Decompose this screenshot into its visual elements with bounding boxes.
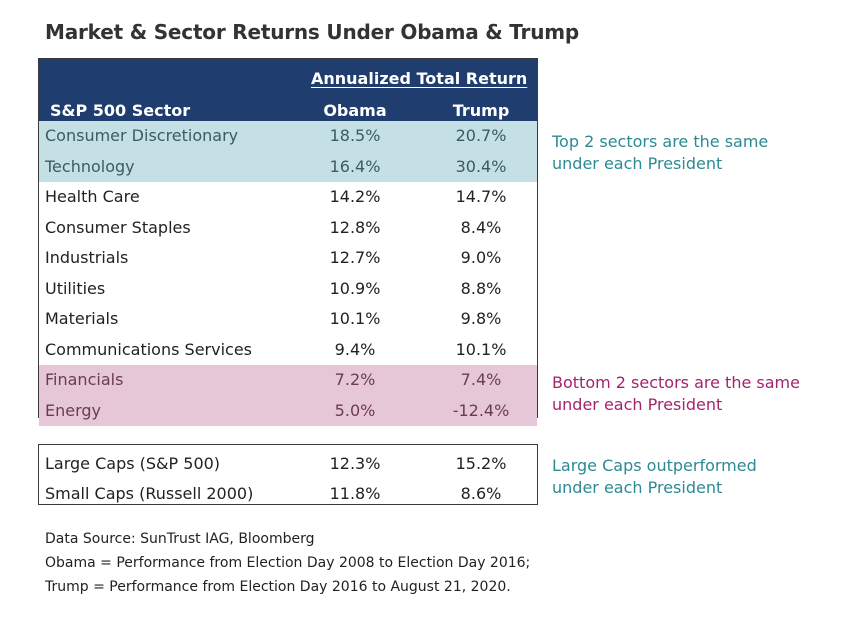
sector-name: Consumer Discretionary xyxy=(45,126,239,145)
table-row: Communications Services 9.4% 10.1% xyxy=(39,335,537,366)
note-bottom-sectors: Bottom 2 sectors are the same under each… xyxy=(552,372,832,416)
note-top-line2: under each President xyxy=(552,154,723,173)
obama-value: 10.9% xyxy=(329,278,381,298)
table-row: Technology 16.4% 30.4% xyxy=(39,151,537,182)
obama-value: 9.4% xyxy=(334,339,376,359)
note-top-line1: Top 2 sectors are the same xyxy=(552,132,769,151)
obama-value: 16.4% xyxy=(329,156,381,176)
source-line-2: Obama = Performance from Election Day 20… xyxy=(45,555,531,571)
trump-value: 9.8% xyxy=(460,309,502,328)
header-group-label: Annualized Total Return xyxy=(311,69,528,88)
trump-value: 8.6% xyxy=(460,484,502,503)
table-row: Consumer Staples 12.8% 8.4% xyxy=(39,213,537,244)
obama-value: 14.2% xyxy=(329,187,381,206)
sector-name: Utilities xyxy=(45,278,106,298)
note-bottom-line2: under each President xyxy=(552,395,723,414)
note-bottom-line1: Bottom 2 sectors are the same xyxy=(552,373,800,392)
trump-value: 8.8% xyxy=(460,278,502,298)
sector-name: Materials xyxy=(45,309,119,328)
sector-name: Health Care xyxy=(45,187,140,206)
sector-returns-table: Annualized Total Return S&P 500 Sector O… xyxy=(38,58,538,426)
sector-name: Energy xyxy=(45,400,102,420)
trump-value: 30.4% xyxy=(455,156,507,176)
trump-value: -12.4% xyxy=(452,400,510,420)
table-row: Large Caps (S&P 500) 12.3% 15.2% xyxy=(39,445,537,475)
table-row: Materials 10.1% 9.8% xyxy=(39,304,537,335)
cap-name: Small Caps (Russell 2000) xyxy=(45,484,254,503)
table-row: Health Care 14.2% 14.7% xyxy=(39,182,537,213)
obama-value: 11.8% xyxy=(329,484,381,503)
cap-name: Large Caps (S&P 500) xyxy=(45,454,221,473)
sector-name: Technology xyxy=(45,156,135,176)
header-sector-column: S&P 500 Sector xyxy=(50,101,191,120)
obama-value: 12.8% xyxy=(329,217,381,237)
table-row: Energy 5.0% -12.4% xyxy=(39,395,537,426)
sector-name: Consumer Staples xyxy=(45,217,191,237)
trump-value: 9.0% xyxy=(460,248,502,267)
table-row: Utilities 10.9% 8.8% xyxy=(39,274,537,305)
market-cap-table: Large Caps (S&P 500) 12.3% 15.2% Small Caps… xyxy=(38,444,538,505)
table-row: Financials 7.2% 7.4% xyxy=(39,365,537,396)
trump-value: 8.4% xyxy=(460,217,502,237)
sector-name: Financials xyxy=(45,370,124,389)
obama-value: 7.2% xyxy=(334,370,376,389)
sector-name: Industrials xyxy=(45,248,129,267)
note-caps-line2: under each President xyxy=(552,478,723,497)
trump-value: 10.1% xyxy=(455,339,507,359)
obama-value: 5.0% xyxy=(334,400,376,420)
note-caps-line1: Large Caps outperformed xyxy=(552,456,757,475)
obama-value: 10.1% xyxy=(329,309,381,328)
table-header: Annualized Total Return S&P 500 Sector O… xyxy=(39,59,537,121)
trump-value: 15.2% xyxy=(455,454,507,473)
trump-value: 14.7% xyxy=(455,187,507,206)
note-top-sectors: Top 2 sectors are the same under each Pr… xyxy=(552,131,832,175)
obama-value: 12.3% xyxy=(329,454,381,473)
obama-value: 18.5% xyxy=(329,126,381,145)
header-trump-column: Trump xyxy=(452,101,510,120)
trump-value: 7.4% xyxy=(460,370,502,389)
chart-title: Market & Sector Returns Under Obama & Tr… xyxy=(45,20,580,44)
note-large-caps: Large Caps outperformed under each Presi… xyxy=(552,455,832,499)
source-line-1: Data Source: SunTrust IAG, Bloomberg xyxy=(45,531,315,547)
obama-value: 12.7% xyxy=(329,248,381,267)
table-row: Small Caps (Russell 2000) 11.8% 8.6% xyxy=(39,475,537,505)
header-obama-column: Obama xyxy=(323,101,387,120)
sector-name: Communications Services xyxy=(45,339,252,359)
table-row: Consumer Discretionary 18.5% 20.7% xyxy=(39,121,537,152)
table-row: Industrials 12.7% 9.0% xyxy=(39,243,537,274)
trump-value: 20.7% xyxy=(455,126,507,145)
source-line-3: Trump = Performance from Election Day 20… xyxy=(45,579,511,595)
